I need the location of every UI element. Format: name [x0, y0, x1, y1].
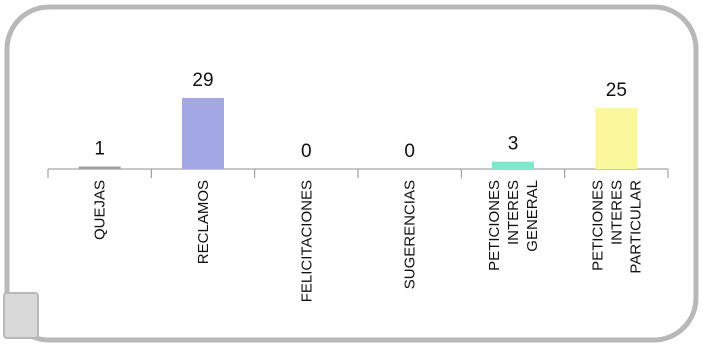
bars — [78, 98, 638, 169]
category-label: INTERES — [608, 180, 625, 245]
category-label: FELICITACIONES — [298, 180, 315, 302]
data-label: 0 — [404, 141, 415, 162]
data-label: 1 — [94, 139, 105, 160]
category-label: PETICIONES — [486, 180, 503, 271]
bar — [78, 166, 121, 169]
bar — [182, 98, 224, 169]
category-label: RECLAMOS — [195, 180, 212, 264]
x-axis-ticks — [47, 169, 669, 178]
data-label: 0 — [301, 141, 312, 162]
category-label: PETICIONES — [589, 180, 606, 271]
category-label: PARTICULAR — [627, 180, 644, 274]
data-label: 25 — [606, 80, 627, 101]
bar — [595, 107, 638, 169]
chart-frame — [4, 4, 699, 343]
category-label: SUGERENCIAS — [402, 180, 419, 289]
data-label: 29 — [192, 70, 213, 91]
bar — [492, 161, 534, 169]
category-label: QUEJAS — [92, 180, 109, 240]
category-label: GENERAL — [524, 180, 541, 252]
data-label: 3 — [508, 134, 519, 155]
frame-corner-tab — [3, 292, 39, 339]
category-label: INTERES — [505, 180, 522, 245]
data-labels: 1 29 0 0 3 25 — [94, 70, 627, 162]
category-labels: QUEJAS RECLAMOS FELICITACIONES SUGERENCIAS P… — [92, 180, 645, 302]
